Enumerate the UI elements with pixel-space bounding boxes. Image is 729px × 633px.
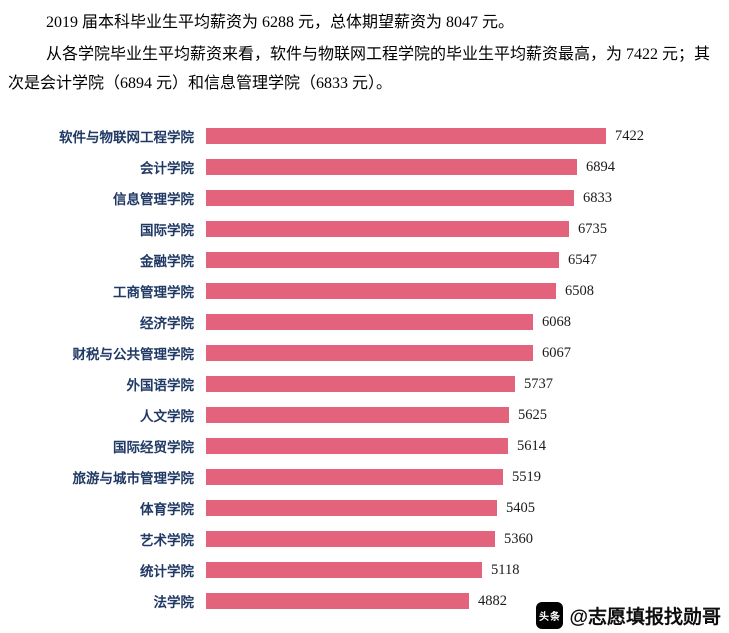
category-label: 会计学院 — [140, 161, 194, 177]
bar — [206, 159, 577, 176]
category-label: 外国语学院 — [126, 378, 195, 394]
category-label: 信息管理学院 — [113, 192, 194, 208]
value-label: 6508 — [565, 282, 594, 299]
chart-row: 法学院 4882 — [0, 586, 729, 617]
paragraph-detail: 从各学院毕业生平均薪资来看，软件与物联网工程学院的毕业生平均薪资最高，为 742… — [8, 45, 711, 93]
bar-track: 6547 — [206, 252, 729, 269]
bar — [206, 593, 469, 610]
bar-track: 5405 — [206, 500, 729, 517]
value-label: 6735 — [578, 220, 607, 237]
bar-track: 5737 — [206, 376, 729, 393]
bar — [206, 252, 559, 269]
value-label: 6547 — [568, 251, 597, 268]
chart-row: 经济学院 6068 — [0, 307, 729, 338]
bar — [206, 314, 533, 331]
value-label: 6068 — [542, 313, 571, 330]
category-label: 软件与物联网工程学院 — [59, 130, 194, 146]
bar-track: 4882 — [206, 593, 729, 610]
chart-row: 软件与物联网工程学院 7422 — [0, 121, 729, 152]
value-label: 4882 — [478, 592, 507, 609]
bar — [206, 562, 482, 579]
value-label: 6894 — [586, 158, 615, 175]
category-label: 艺术学院 — [140, 533, 194, 549]
chart-row: 会计学院 6894 — [0, 152, 729, 183]
value-label: 5625 — [518, 406, 547, 423]
bar — [206, 438, 508, 455]
value-label: 5360 — [504, 530, 533, 547]
toutiao-logo-icon: 头条 — [536, 602, 564, 629]
value-label: 6833 — [583, 189, 612, 206]
category-label: 国际经贸学院 — [113, 440, 194, 456]
paragraph-summary: 2019 届本科毕业生平均薪资为 6288 元，总体期望薪资为 8047 元。 — [46, 14, 515, 31]
bar — [206, 531, 495, 548]
chart-row: 信息管理学院 6833 — [0, 183, 729, 214]
bar — [206, 345, 533, 362]
bar-track: 6508 — [206, 283, 729, 300]
bar — [206, 283, 556, 300]
bar — [206, 469, 503, 486]
document-text: 2019 届本科毕业生平均薪资为 6288 元，总体期望薪资为 8047 元。 … — [0, 0, 729, 99]
chart-row: 工商管理学院 6508 — [0, 276, 729, 307]
value-label: 5519 — [512, 468, 541, 485]
bar-track: 5625 — [206, 407, 729, 424]
watermark-handle: @志愿填报找勋哥 — [569, 607, 721, 628]
chart-row: 外国语学院 5737 — [0, 369, 729, 400]
chart-row: 统计学院 5118 — [0, 555, 729, 586]
bar — [206, 190, 574, 207]
chart-row: 国际经贸学院 5614 — [0, 431, 729, 462]
bar — [206, 128, 606, 145]
bar-track: 6894 — [206, 159, 729, 176]
category-label: 工商管理学院 — [113, 285, 194, 301]
category-label: 人文学院 — [140, 409, 194, 425]
chart-row: 旅游与城市管理学院 5519 — [0, 462, 729, 493]
bar-track: 6735 — [206, 221, 729, 238]
chart-row: 财税与公共管理学院 6067 — [0, 338, 729, 369]
bar — [206, 376, 515, 393]
bar-track: 5614 — [206, 438, 729, 455]
chart-row: 艺术学院 5360 — [0, 524, 729, 555]
chart-row: 体育学院 5405 — [0, 493, 729, 524]
value-label: 5118 — [491, 561, 520, 578]
bar-track: 6068 — [206, 314, 729, 331]
bar — [206, 500, 497, 517]
category-label: 国际学院 — [140, 223, 194, 239]
category-label: 经济学院 — [140, 316, 194, 332]
chart-row: 国际学院 6735 — [0, 214, 729, 245]
bar-track: 5519 — [206, 469, 729, 486]
category-label: 财税与公共管理学院 — [72, 347, 195, 363]
value-label: 7422 — [615, 127, 644, 144]
chart-row: 人文学院 5625 — [0, 400, 729, 431]
value-label: 5737 — [524, 375, 553, 392]
bar-track: 6833 — [206, 190, 729, 207]
value-label: 5614 — [517, 437, 546, 454]
category-label: 法学院 — [153, 595, 195, 611]
value-label: 6067 — [542, 344, 571, 361]
category-label: 统计学院 — [140, 564, 194, 580]
watermark: 头条 @志愿填报找勋哥 — [532, 602, 721, 629]
bar-chart: 软件与物联网工程学院 7422 会计学院 6894 信息管理学院 6833 国际学院 6735… — [0, 121, 729, 617]
bar — [206, 407, 509, 424]
bar-track: 7422 — [206, 128, 729, 145]
category-label: 体育学院 — [140, 502, 194, 518]
category-label: 金融学院 — [140, 254, 194, 270]
bar-track: 6067 — [206, 345, 729, 362]
bar-track: 5360 — [206, 531, 729, 548]
bar-track: 5118 — [206, 562, 729, 579]
value-label: 5405 — [506, 499, 535, 516]
bar — [206, 221, 569, 238]
category-label: 旅游与城市管理学院 — [72, 471, 195, 487]
chart-row: 金融学院 6547 — [0, 245, 729, 276]
